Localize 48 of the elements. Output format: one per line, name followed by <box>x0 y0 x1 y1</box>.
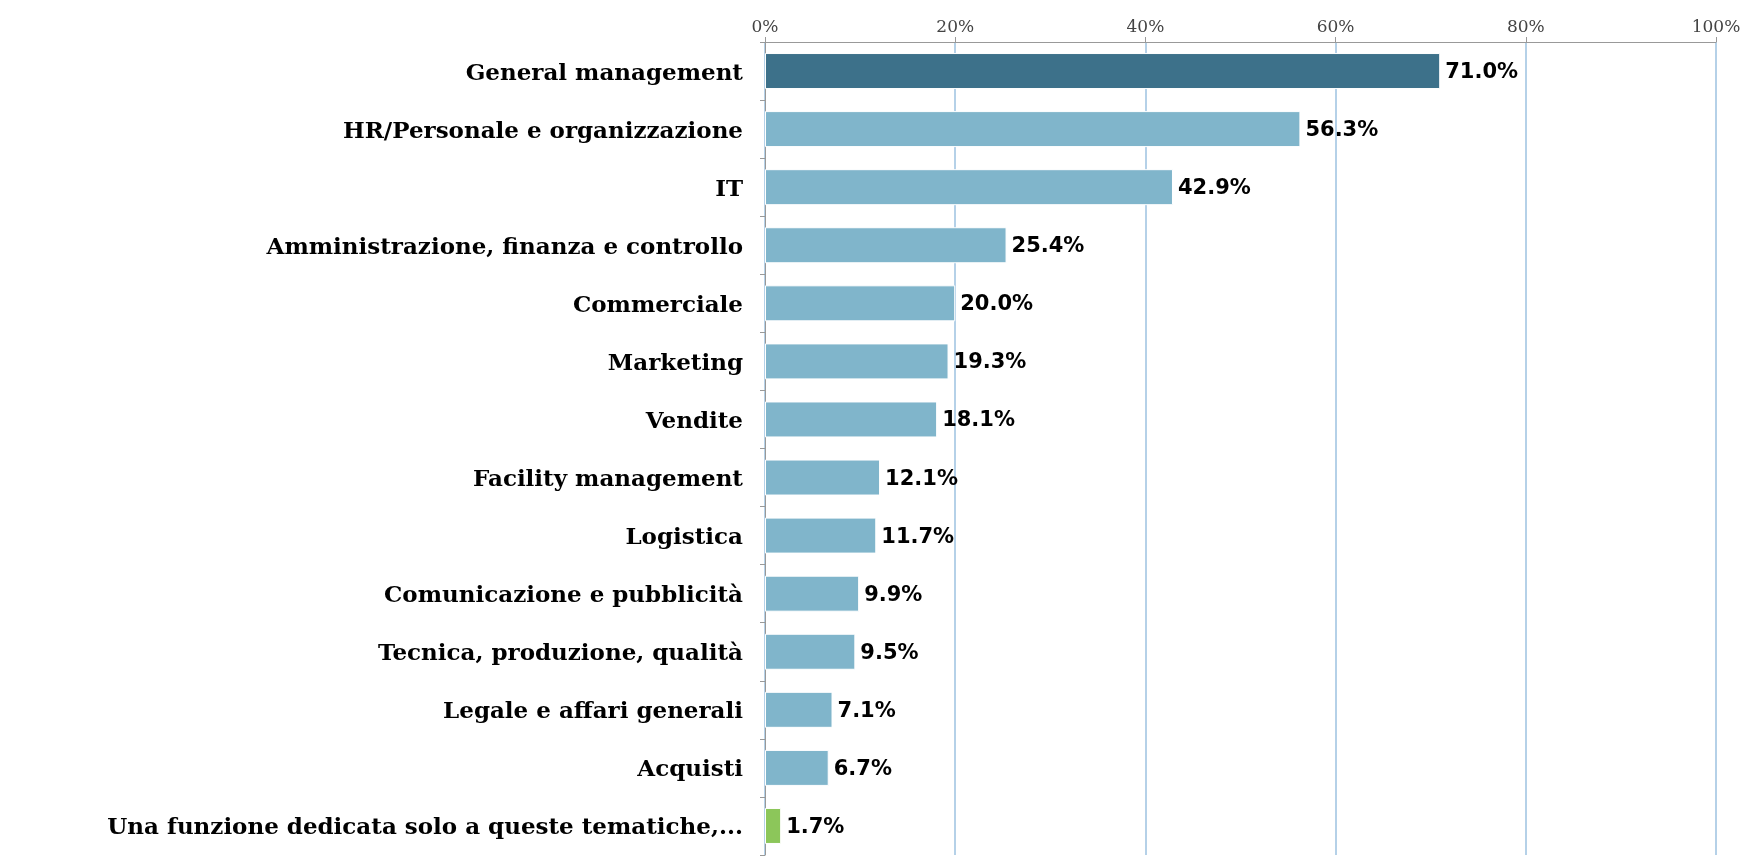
data-label: 7.1% <box>837 697 896 722</box>
y-tick-label: Facility management <box>472 464 744 492</box>
bar <box>765 459 881 496</box>
y-tick-label: Marketing <box>607 347 743 375</box>
bar <box>765 53 1441 90</box>
y-tick-label: Amministrazione, finanza e controllo <box>265 231 743 259</box>
y-tick-label: Una funzione dedicata solo a queste tematiche,... <box>107 812 743 840</box>
bar <box>765 111 1301 148</box>
data-label: 20.0% <box>960 291 1034 316</box>
y-tick-label: Vendite <box>644 405 743 433</box>
data-label: 42.9% <box>1177 175 1251 200</box>
data-label: 71.0% <box>1445 59 1519 84</box>
bar <box>765 691 833 728</box>
x-tick-label: 60% <box>1316 15 1355 36</box>
y-tick-label: Legale e affari generali <box>443 696 744 724</box>
y-tick-label: Tecnica, produzione, qualità <box>377 638 744 666</box>
x-tick-label: 20% <box>936 15 975 36</box>
data-label: 11.7% <box>881 523 955 548</box>
bar <box>765 227 1007 264</box>
y-tick-label: IT <box>715 173 743 201</box>
bar <box>765 575 860 612</box>
data-label: 25.4% <box>1011 233 1085 258</box>
y-tick-label: General management <box>465 57 744 85</box>
data-label: 9.5% <box>860 639 919 664</box>
data-label: 56.3% <box>1305 117 1379 142</box>
bar <box>765 749 829 786</box>
bar <box>765 343 949 380</box>
x-tick-label: 100% <box>1691 15 1741 36</box>
data-label: 19.3% <box>953 349 1027 374</box>
x-tick-label: 40% <box>1126 15 1165 36</box>
y-tick-label: Comunicazione e pubblicità <box>384 580 744 608</box>
bar <box>765 517 877 554</box>
data-label: 6.7% <box>833 755 892 780</box>
bar <box>765 633 856 670</box>
bar <box>765 807 782 844</box>
data-label: 1.7% <box>786 813 845 838</box>
bar <box>765 401 938 438</box>
y-tick-label: Acquisti <box>636 754 744 782</box>
data-label: 18.1% <box>942 407 1015 432</box>
x-tick-label: 80% <box>1506 15 1545 36</box>
data-label: 12.1% <box>885 465 958 490</box>
y-tick-label: Commerciale <box>572 289 743 317</box>
data-label: 9.9% <box>864 581 923 606</box>
bar <box>765 285 956 322</box>
y-tick-label: Logistica <box>625 522 744 550</box>
y-tick-label: HR/Personale e organizzazione <box>342 115 743 143</box>
x-tick-label: 0% <box>751 15 779 36</box>
bar <box>765 169 1173 206</box>
